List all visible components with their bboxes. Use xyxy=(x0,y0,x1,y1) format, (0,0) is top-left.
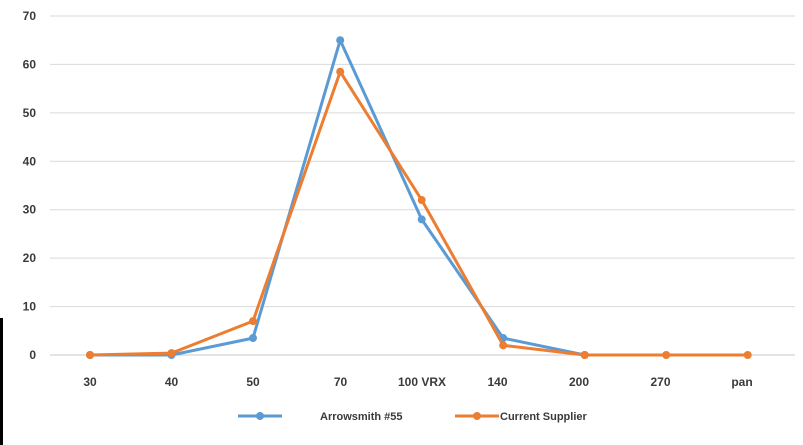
x-tick-label: 40 xyxy=(165,375,179,389)
legend-label: Current Supplier xyxy=(500,411,588,423)
y-tick-label: 10 xyxy=(23,300,37,314)
y-tick-label: 50 xyxy=(23,106,37,120)
data-point xyxy=(86,351,94,359)
data-point xyxy=(417,215,426,224)
x-tick-label: pan xyxy=(731,375,752,389)
x-tick-label: 30 xyxy=(83,375,97,389)
legend: Arrowsmith #55 Current Supplier xyxy=(238,411,588,423)
data-point xyxy=(580,351,589,359)
x-tick-label: 200 xyxy=(569,375,589,389)
data-point xyxy=(743,351,752,359)
y-tick-label: 60 xyxy=(23,57,37,71)
data-point xyxy=(249,317,257,326)
y-tick-label: 70 xyxy=(23,9,37,23)
legend-label: Arrowsmith #55 xyxy=(320,411,403,423)
legend-item: Arrowsmith #55 xyxy=(238,411,403,423)
legend-swatch-marker xyxy=(473,412,481,420)
x-tick-label: 140 xyxy=(487,375,507,389)
edge-mark xyxy=(0,318,3,445)
grid-lines xyxy=(50,15,795,356)
data-point xyxy=(167,349,176,358)
data-point xyxy=(249,334,257,343)
y-tick-label: 20 xyxy=(23,251,37,265)
data-point xyxy=(499,341,508,350)
y-tick-label: 40 xyxy=(23,154,37,168)
y-axis-ticks: 0 10 20 30 40 50 60 70 xyxy=(23,9,37,362)
y-tick-label: 30 xyxy=(23,203,37,217)
legend-item: Current Supplier xyxy=(455,411,588,423)
x-tick-label: 70 xyxy=(334,375,348,389)
data-point xyxy=(336,36,345,45)
series-line xyxy=(90,38,586,357)
x-tick-label: 50 xyxy=(246,375,260,389)
data-point xyxy=(662,351,671,359)
x-tick-label: 100 VRX xyxy=(398,375,446,389)
x-axis-ticks: 30 40 50 70 100 VRX 140 200 270 pan xyxy=(83,375,752,389)
x-tick-label: 270 xyxy=(650,375,670,389)
y-tick-label: 0 xyxy=(29,348,36,362)
data-point xyxy=(417,196,426,205)
series-arrowsmith-55 xyxy=(86,36,589,359)
legend-swatch-marker xyxy=(256,412,264,420)
data-point xyxy=(336,67,345,76)
series-current-supplier xyxy=(86,67,752,359)
series-group xyxy=(86,36,752,359)
